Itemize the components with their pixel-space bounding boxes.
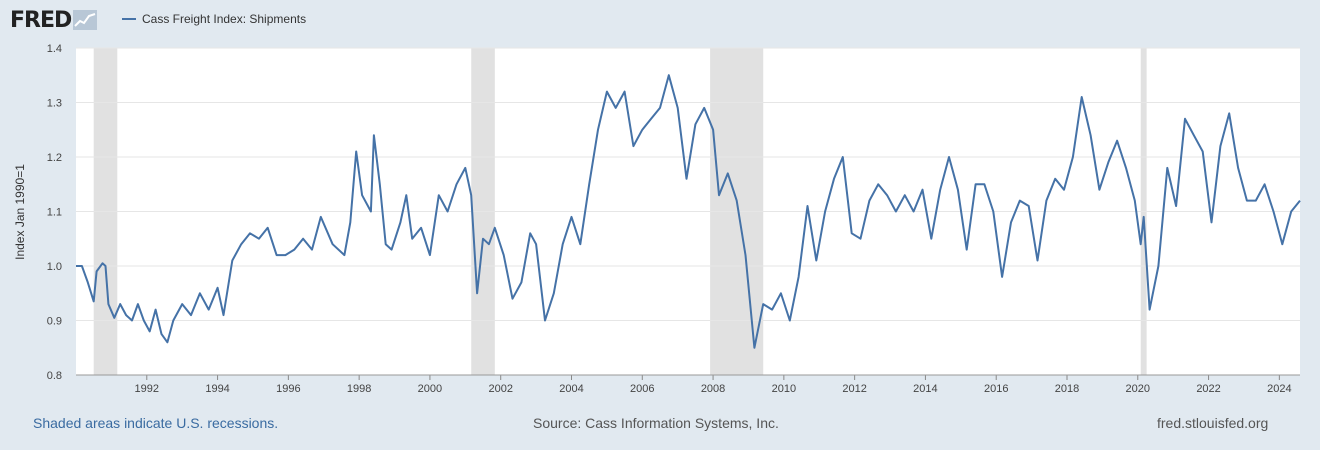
x-tick-label: 1992 [135, 383, 159, 395]
y-tick-label: 1.2 [47, 152, 62, 164]
x-tick-label: 2024 [1267, 383, 1291, 395]
x-tick-label: 2004 [559, 383, 583, 395]
x-tick-label: 2014 [913, 383, 937, 395]
fred-url-link[interactable]: fred.stlouisfed.org [1157, 415, 1269, 431]
series-line [76, 74, 1301, 349]
x-tick-label: 2008 [701, 383, 725, 395]
chart-line-icon [73, 10, 98, 30]
y-tick-label: 0.8 [47, 370, 62, 382]
x-tick-label: 1994 [205, 383, 229, 395]
fred-logo-text: FRED [10, 7, 72, 33]
y-tick-label: 1.3 [47, 98, 62, 110]
x-tick-label: 1996 [276, 383, 300, 395]
x-tick-label: 2018 [1055, 383, 1079, 395]
x-tick-label: 2012 [842, 383, 866, 395]
x-tick-label: 2006 [630, 383, 654, 395]
x-tick-label: 2022 [1196, 383, 1220, 395]
source-credit: Source: Cass Information Systems, Inc. [533, 415, 779, 431]
x-tick-label: 2010 [772, 383, 796, 395]
recession-note: Shaded areas indicate U.S. recessions. [33, 415, 279, 431]
y-tick-label: 0.9 [47, 316, 62, 328]
chart-legend[interactable]: Cass Freight Index: Shipments [122, 12, 306, 26]
legend-swatch [122, 18, 136, 20]
x-tick-label: 2000 [418, 383, 442, 395]
x-tick-label: 2020 [1126, 383, 1150, 395]
y-tick-label: 1.0 [47, 261, 62, 273]
fred-logo[interactable]: FRED [10, 6, 98, 34]
y-tick-label: 1.1 [47, 207, 62, 219]
y-tick-label: 1.4 [47, 43, 62, 55]
legend-label: Cass Freight Index: Shipments [142, 12, 307, 26]
x-tick-label: 2002 [488, 383, 512, 395]
x-tick-label: 1998 [347, 383, 371, 395]
y-axis-label: Index Jan 1990=1 [13, 164, 27, 260]
x-tick-label: 2016 [984, 383, 1008, 395]
